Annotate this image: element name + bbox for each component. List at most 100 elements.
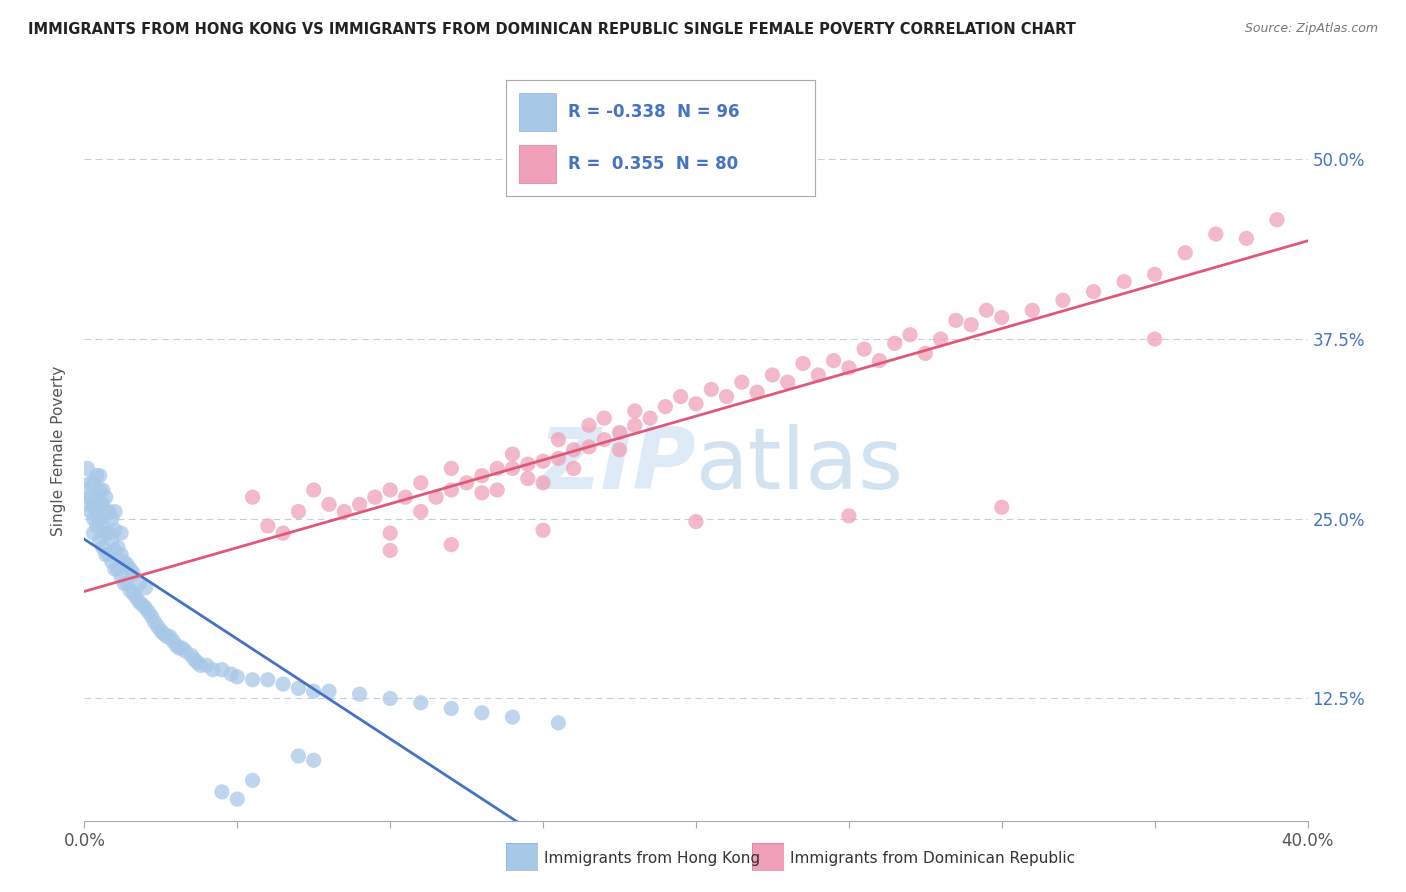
Point [287, 681, 309, 696]
Point [165, 638, 187, 652]
Point [456, 475, 478, 490]
Point [302, 483, 325, 497]
Point [91, 541, 114, 555]
Point [94, 504, 117, 518]
Point [1114, 275, 1136, 289]
Point [654, 400, 676, 414]
Point [1021, 303, 1043, 318]
Point [138, 605, 160, 619]
Text: R = -0.338  N = 96: R = -0.338 N = 96 [568, 103, 740, 121]
Point [531, 475, 554, 490]
Point [128, 595, 150, 609]
Point [380, 526, 402, 541]
Point [186, 656, 208, 670]
Point [94, 490, 117, 504]
Point [287, 504, 309, 518]
Point [122, 566, 145, 581]
Point [471, 706, 494, 720]
Point [76, 461, 98, 475]
Point [516, 457, 538, 471]
Point [156, 630, 179, 644]
Point [91, 483, 114, 497]
Point [578, 440, 600, 454]
Point [120, 562, 142, 576]
Point [823, 353, 845, 368]
Point [89, 483, 111, 497]
Point [242, 673, 264, 687]
Point [1143, 268, 1166, 282]
Point [502, 461, 524, 475]
Point [89, 468, 111, 483]
Point [562, 461, 585, 475]
Point [425, 490, 447, 504]
Point [409, 696, 432, 710]
Point [143, 615, 166, 630]
Point [516, 471, 538, 485]
Point [257, 673, 280, 687]
Point [349, 497, 371, 511]
Point [609, 425, 631, 440]
Point [792, 356, 814, 370]
Point [486, 483, 509, 497]
Point [79, 475, 101, 490]
Point [593, 433, 616, 447]
Point [131, 598, 153, 612]
Point [162, 634, 184, 648]
Point [929, 332, 952, 346]
Point [883, 336, 905, 351]
Point [135, 600, 157, 615]
Point [91, 519, 114, 533]
Point [807, 368, 830, 382]
Point [101, 533, 124, 548]
Point [380, 543, 402, 558]
Point [107, 541, 129, 555]
Point [83, 526, 105, 541]
Point [120, 583, 142, 598]
Text: Immigrants from Dominican Republic: Immigrants from Dominican Republic [790, 851, 1076, 865]
Point [73, 483, 96, 497]
Point [409, 475, 432, 490]
Point [159, 630, 181, 644]
Point [94, 526, 117, 541]
Point [471, 468, 494, 483]
Point [531, 454, 554, 468]
Point [271, 526, 294, 541]
Point [226, 670, 249, 684]
Point [242, 490, 264, 504]
Point [141, 609, 163, 624]
Point [776, 375, 799, 389]
Point [960, 318, 983, 332]
Point [115, 558, 138, 572]
Point [153, 626, 176, 640]
Point [838, 360, 860, 375]
Point [638, 411, 661, 425]
Point [183, 652, 205, 666]
Point [624, 404, 647, 418]
Point [128, 576, 150, 591]
Point [440, 483, 463, 497]
Point [302, 753, 325, 767]
Point [83, 497, 105, 511]
Text: ZIP: ZIP [538, 424, 696, 507]
Point [669, 390, 692, 404]
Point [945, 313, 967, 327]
Point [110, 526, 132, 541]
Point [471, 486, 494, 500]
Point [97, 526, 120, 541]
Point [547, 715, 569, 730]
Point [135, 581, 157, 595]
Text: Immigrants from Hong Kong: Immigrants from Hong Kong [544, 851, 761, 865]
Point [1265, 212, 1288, 227]
Point [83, 512, 105, 526]
Point [174, 644, 197, 658]
Point [89, 497, 111, 511]
Point [86, 519, 108, 533]
Point [838, 508, 860, 523]
Point [86, 490, 108, 504]
Point [716, 390, 738, 404]
Point [562, 442, 585, 457]
Text: R =  0.355  N = 80: R = 0.355 N = 80 [568, 155, 738, 173]
Point [853, 342, 876, 356]
Point [101, 512, 124, 526]
Point [104, 523, 127, 537]
